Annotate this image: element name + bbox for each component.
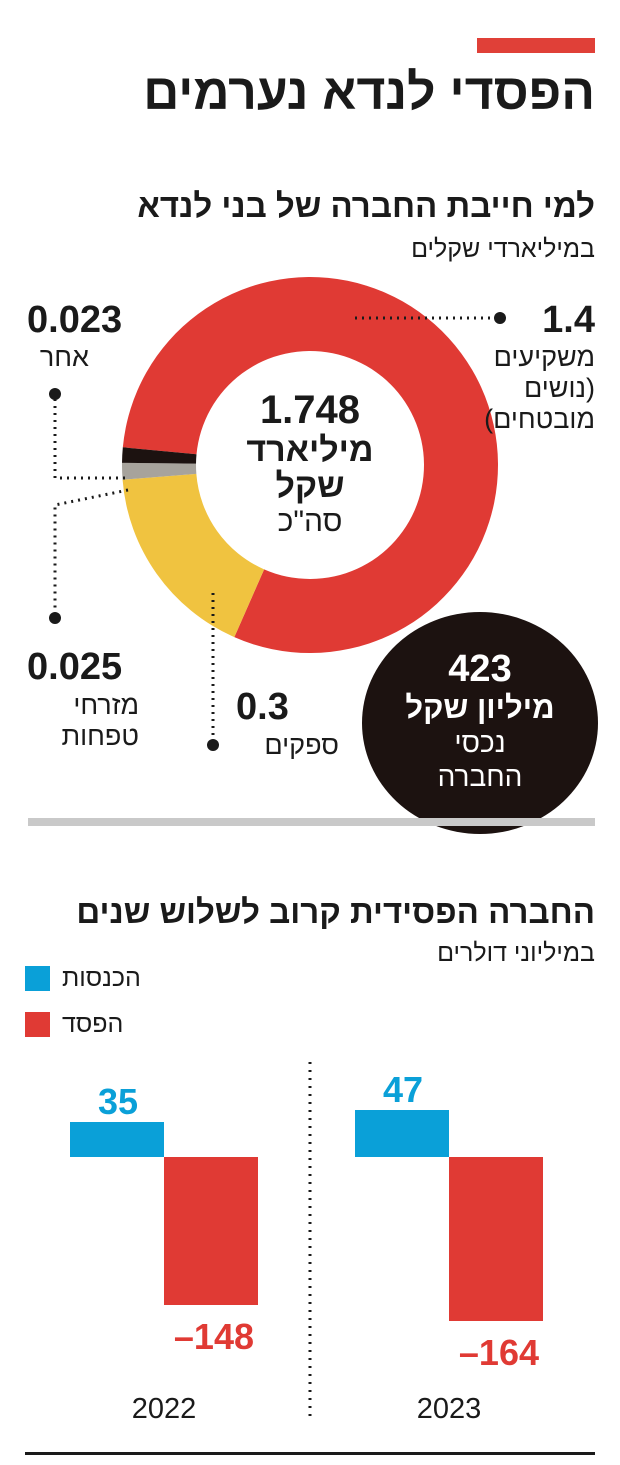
revenue-value-label: 47 xyxy=(383,1069,423,1110)
investors-value: 1.4 xyxy=(542,299,595,341)
leader-line-mizrahi xyxy=(53,488,129,618)
year-2023-label: 2023 xyxy=(417,1393,482,1425)
assets-label-line: נכסי xyxy=(454,727,506,758)
revenue-bar xyxy=(70,1122,164,1157)
company-assets-badge: 423 מיליון שקל נכסי החברה xyxy=(362,612,598,834)
bottom-rule xyxy=(25,1452,595,1455)
total-unit: מיליארד xyxy=(246,431,374,469)
donut-center-total: 1.748 מיליארד שקל סה"כ xyxy=(195,388,425,540)
debt-section-subtitle: במיליארדי שקלים xyxy=(411,235,595,263)
loss-bar xyxy=(164,1157,258,1305)
legend-swatch-revenue xyxy=(25,966,50,991)
loss-bar xyxy=(449,1157,543,1321)
assets-value: 423 xyxy=(448,648,512,690)
leader-dot-other xyxy=(49,388,61,400)
leader-dot-suppliers xyxy=(207,739,219,751)
section-divider xyxy=(28,818,595,826)
investors-label-line: משקיעים xyxy=(493,342,595,372)
slice-suppliers xyxy=(122,473,265,638)
investors-label-line: מובטחים) xyxy=(484,404,595,434)
investors-label-line: (נושים xyxy=(523,373,595,403)
total-unit-2: שקל xyxy=(275,467,345,505)
investors-label: משקיעים (נושים מובטחים) xyxy=(484,342,595,435)
leader-dot-mizrahi xyxy=(49,612,61,624)
legend-swatch-loss xyxy=(25,1012,50,1037)
leader-line-other xyxy=(53,394,125,480)
loss-section-subtitle: במיליוני דולרים xyxy=(437,939,595,967)
suppliers-label: ספקים xyxy=(264,730,339,760)
donut-chart xyxy=(49,276,506,751)
legend-label-loss: הפסד xyxy=(62,1010,124,1038)
revenue-bar xyxy=(355,1110,449,1157)
mizrahi-label-line: מזרחי xyxy=(73,690,139,720)
total-value: 1.748 xyxy=(259,388,361,432)
loss-value-label: –148 xyxy=(174,1316,254,1357)
year-2022-label: 2022 xyxy=(132,1393,197,1425)
other-label: אחר xyxy=(39,342,89,372)
total-label: סה"כ xyxy=(277,505,343,538)
leader-dot-investors xyxy=(494,312,506,324)
revenue-value-label: 35 xyxy=(98,1081,138,1122)
mizrahi-value: 0.025 xyxy=(27,646,123,688)
mizrahi-label: מזרחי טפחות xyxy=(27,690,139,752)
loss-value-label: –164 xyxy=(459,1332,539,1373)
loss-section-title: החברה הפסידית קרוב לשלוש שנים xyxy=(76,893,595,930)
debt-section-title: למי חייבת החברה של בני לנדא xyxy=(137,187,595,224)
bar-chart: 35 –148 2022 47 –164 2023 xyxy=(70,1062,543,1425)
slice-mizrahi xyxy=(122,462,197,480)
legend-label-revenue: הכנסות xyxy=(62,964,141,992)
assets-label-line: החברה xyxy=(437,761,523,792)
slice-investors xyxy=(122,276,499,653)
other-value: 0.023 xyxy=(27,299,123,341)
page-title: הפסדי לנדא נערמים xyxy=(143,64,595,120)
mizrahi-label-line: טפחות xyxy=(61,721,139,751)
header-accent-bar xyxy=(477,38,595,53)
slice-other xyxy=(122,447,197,464)
assets-unit: מיליון שקל xyxy=(405,690,555,725)
suppliers-value: 0.3 xyxy=(236,686,289,728)
